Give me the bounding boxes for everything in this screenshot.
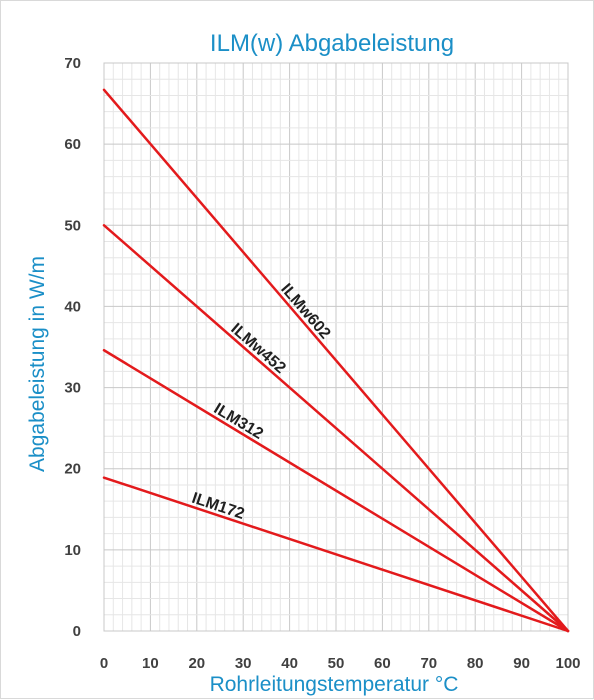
y-tick-label: 10: [64, 542, 81, 559]
series-line-ilm312: [102, 348, 570, 633]
x-tick-label: 90: [513, 655, 530, 672]
series-label-ilm172: ILM172: [190, 490, 247, 523]
y-tick-label: 30: [64, 380, 81, 397]
x-axis-title: Rohrleitungstemperatur °C: [210, 673, 459, 696]
series-lines: [102, 88, 570, 633]
y-axis-title: Abgabeleistung in W/m: [26, 256, 49, 472]
y-tick-label: 0: [73, 623, 81, 640]
y-tick-label: 50: [64, 217, 81, 234]
x-tick-label: 30: [235, 655, 252, 672]
x-tick-label: 20: [188, 655, 205, 672]
x-tick-label: 0: [100, 655, 108, 672]
series-line-ilmw452: [102, 224, 570, 633]
x-tick-label: 10: [142, 655, 159, 672]
series-label-ilmw452: ILMw452: [227, 320, 288, 377]
plot-area-border: [103, 62, 569, 632]
y-tick-label: 70: [64, 55, 81, 72]
chart-title: ILM(w) Abgabeleistung: [210, 30, 454, 57]
x-tick-label: 70: [420, 655, 437, 672]
x-tick-label: 60: [374, 655, 391, 672]
x-tick-label: 50: [328, 655, 345, 672]
x-tick-label: 80: [467, 655, 484, 672]
x-tick-label: 40: [281, 655, 298, 672]
x-tick-label: 100: [555, 655, 580, 672]
y-tick-label: 40: [64, 298, 81, 315]
series-line-ilmw602: [102, 88, 570, 633]
x-tick-labels: 0 10 20 30 40 50 60 70 80 90 100: [100, 655, 581, 672]
series-line-ilm172: [102, 476, 570, 633]
y-tick-label: 60: [64, 136, 81, 153]
y-tick-labels: 0 10 20 30 40 50 60 70: [64, 55, 81, 640]
y-tick-label: 20: [64, 461, 81, 478]
grid: [103, 62, 569, 632]
